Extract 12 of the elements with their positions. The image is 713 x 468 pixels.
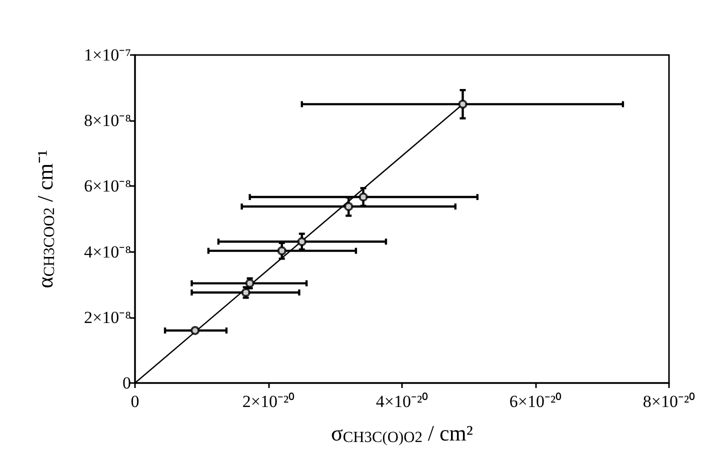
- x-tick-label: 8×10⁻²⁰: [642, 392, 696, 411]
- y-tick-label: 0: [122, 374, 131, 392]
- y-tick-label: 4×10⁻⁸: [84, 242, 132, 262]
- y-tick-label: 2×10⁻⁸: [84, 308, 132, 327]
- y-axis-title: αCH3COO2 / cm⁻¹: [32, 150, 58, 288]
- x-tick-label: 2×10⁻²⁰: [242, 392, 295, 411]
- y-tick-label: 6×10⁻⁸: [84, 176, 132, 196]
- x-axis-title: σCH3C(O)O2 / cm²: [331, 420, 474, 446]
- x-tick-label: 6×10⁻²⁰: [509, 392, 562, 411]
- y-tick-label: 1×10⁻⁷: [84, 46, 132, 64]
- x-tick-label: 4×10⁻²⁰: [376, 392, 428, 411]
- y-tick-label: 8×10⁻⁸: [84, 111, 132, 130]
